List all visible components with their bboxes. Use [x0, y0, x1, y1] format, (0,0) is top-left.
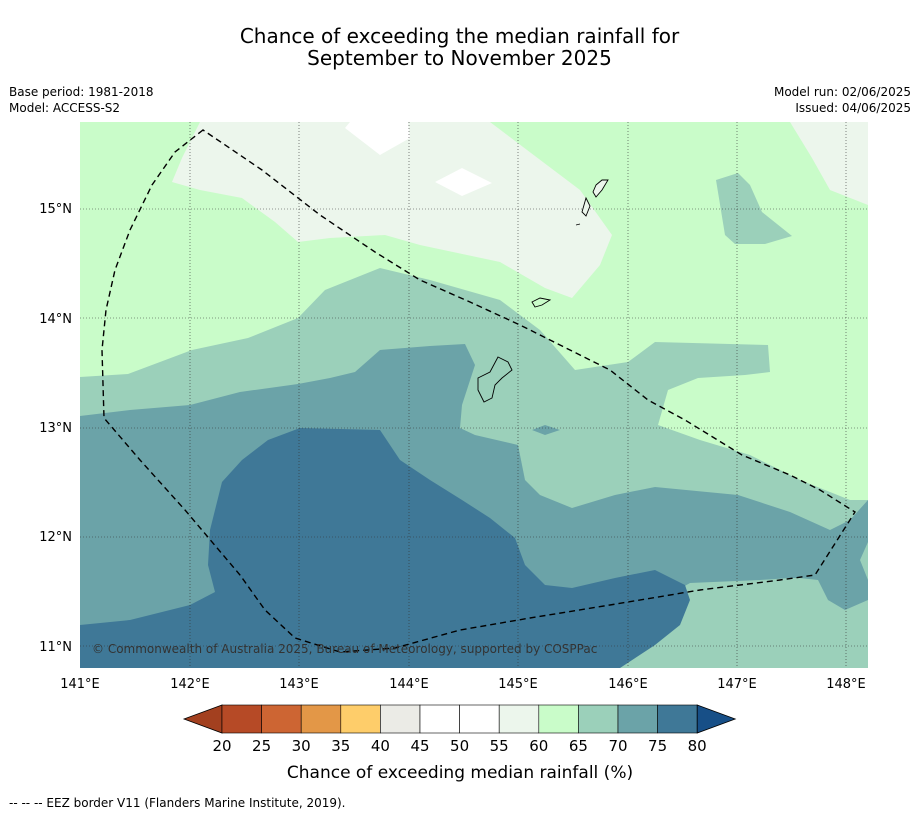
lon-tick: 148°E — [826, 677, 866, 692]
issued-date: Issued: 04/06/2025 — [795, 101, 911, 115]
base-period: Base period: 1981-2018 — [9, 85, 154, 99]
colorbar-tick: 60 — [529, 737, 548, 755]
colorbar-segment — [419, 704, 460, 734]
lon-tick-labels: 141°E 142°E 143°E 144°E 145°E 146°E 147°… — [60, 677, 866, 692]
rota-island — [531, 297, 552, 308]
colorbar-label: Chance of exceeding median rainfall (%) — [287, 763, 633, 783]
lon-tick: 147°E — [717, 677, 757, 692]
footer-note: -- -- -- EEZ border V11 (Flanders Marine… — [9, 796, 346, 810]
contour-fills — [80, 122, 868, 668]
colorbar-tick: 80 — [688, 737, 707, 755]
colorbar-segment — [261, 704, 302, 734]
colorbar-segment — [380, 704, 421, 734]
colorbar-tick: 70 — [608, 737, 627, 755]
gridlines — [80, 122, 868, 668]
colorbar-tick: 50 — [450, 737, 469, 755]
colorbar-segment — [617, 704, 658, 734]
lat-tick: 12°N — [39, 530, 72, 545]
lon-tick: 141°E — [60, 677, 100, 692]
colorbar-tick: 75 — [648, 737, 667, 755]
eez-border — [101, 129, 856, 653]
lat-tick: 14°N — [39, 312, 72, 327]
colorbar-tick: 45 — [410, 737, 429, 755]
model-name: Model: ACCESS-S2 — [9, 101, 121, 115]
lat-tick: 15°N — [39, 202, 72, 217]
contour-55-60 — [172, 122, 612, 298]
contour-70-75-b — [532, 425, 560, 435]
saipan-island — [592, 179, 609, 198]
guam-island — [477, 356, 513, 403]
contour-50-55-b — [435, 168, 492, 196]
colorbar-tick: 40 — [371, 737, 390, 755]
rainfall-map: © Commonwealth of Australia 2025, Bureau… — [39, 122, 868, 783]
colorbar-segment — [340, 704, 381, 734]
colorbar-extend-low — [182, 704, 223, 734]
model-run: Model run: 02/06/2025 — [773, 85, 911, 99]
colorbar-tick: 35 — [331, 737, 350, 755]
contour-75-80 — [80, 428, 690, 668]
colorbar-segment — [459, 704, 500, 734]
contour-50-55 — [345, 122, 410, 155]
colorbar-tick: 30 — [292, 737, 311, 755]
islands — [477, 179, 609, 403]
colorbar-extend-high — [696, 704, 737, 734]
tinian-island — [581, 196, 591, 217]
colorbar-segment — [538, 704, 579, 734]
copyright-text: © Commonwealth of Australia 2025, Bureau… — [92, 642, 597, 656]
lat-tick-labels: 15°N 14°N 13°N 12°N 11°N — [39, 202, 72, 655]
aguijan-island — [575, 223, 581, 226]
lon-tick: 144°E — [389, 677, 429, 692]
lat-tick: 11°N — [39, 640, 72, 655]
colorbar-tick: 25 — [252, 737, 271, 755]
lon-tick: 143°E — [279, 677, 319, 692]
contour-55-60-ne — [790, 122, 868, 205]
lon-tick: 145°E — [498, 677, 538, 692]
colorbar-segment — [221, 704, 262, 734]
lat-tick: 13°N — [39, 421, 72, 436]
colorbar-segment — [300, 704, 342, 734]
contour-65-70-ne — [716, 173, 792, 244]
colorbar-tick: 20 — [212, 737, 231, 755]
colorbar-tick: 55 — [490, 737, 509, 755]
title-line-2: September to November 2025 — [307, 46, 612, 70]
colorbar-segment — [498, 704, 540, 734]
lon-tick: 142°E — [170, 677, 210, 692]
lon-tick: 146°E — [608, 677, 648, 692]
colorbar-tick: 65 — [569, 737, 588, 755]
colorbar-segment — [578, 704, 619, 734]
title-line-1: Chance of exceeding the median rainfall … — [239, 24, 680, 48]
colorbar-segment — [657, 704, 698, 734]
colorbar: 20 25 30 35 40 45 50 55 60 65 70 75 80 — [182, 704, 737, 755]
